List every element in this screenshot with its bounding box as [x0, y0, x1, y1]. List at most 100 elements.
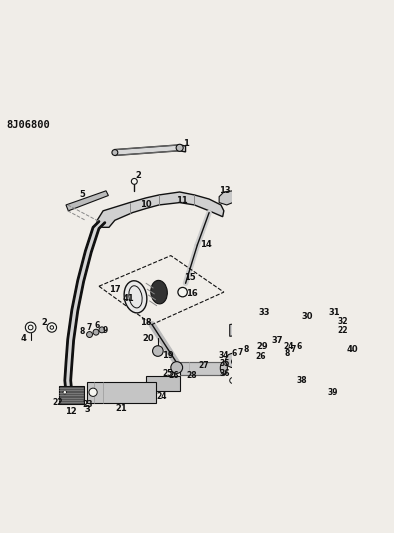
Circle shape: [290, 354, 296, 360]
Circle shape: [226, 353, 240, 368]
Ellipse shape: [220, 361, 227, 375]
Text: 9: 9: [102, 326, 108, 335]
Text: 17: 17: [109, 285, 121, 294]
Text: 41: 41: [123, 294, 134, 303]
Polygon shape: [219, 191, 236, 205]
Circle shape: [176, 144, 183, 151]
Circle shape: [338, 333, 340, 336]
Text: 36: 36: [220, 369, 230, 378]
Text: 22: 22: [52, 398, 63, 407]
Polygon shape: [230, 316, 300, 336]
Text: 22: 22: [338, 326, 348, 335]
Text: 6: 6: [95, 321, 100, 329]
Circle shape: [152, 346, 163, 357]
Text: 8: 8: [80, 327, 85, 335]
Circle shape: [336, 324, 342, 329]
Circle shape: [258, 348, 277, 366]
Circle shape: [324, 375, 333, 384]
Text: 6: 6: [232, 350, 237, 359]
Text: 24: 24: [283, 342, 294, 351]
Circle shape: [296, 352, 302, 358]
Text: 7: 7: [291, 345, 296, 354]
Polygon shape: [59, 386, 84, 404]
Text: 32: 32: [338, 317, 348, 326]
Text: 11: 11: [176, 196, 187, 205]
Circle shape: [87, 332, 93, 337]
Polygon shape: [323, 316, 340, 325]
Circle shape: [294, 365, 301, 372]
Text: 26: 26: [169, 372, 179, 380]
Polygon shape: [146, 376, 180, 391]
Text: 23: 23: [82, 400, 93, 409]
Circle shape: [61, 388, 69, 397]
Circle shape: [112, 150, 118, 156]
Polygon shape: [306, 320, 323, 329]
Text: 4: 4: [20, 334, 26, 343]
Text: 24: 24: [157, 392, 167, 401]
Text: 5: 5: [80, 190, 85, 199]
Polygon shape: [65, 221, 105, 392]
Circle shape: [99, 327, 105, 333]
Text: 3: 3: [84, 406, 90, 415]
Polygon shape: [335, 352, 352, 364]
Text: 20: 20: [143, 334, 154, 343]
Text: 18: 18: [140, 318, 152, 327]
Text: 25: 25: [163, 369, 173, 378]
Text: 29: 29: [256, 342, 268, 351]
Text: 21: 21: [115, 404, 126, 413]
Circle shape: [89, 388, 97, 397]
Text: 27: 27: [198, 361, 208, 370]
Text: 38: 38: [296, 376, 307, 385]
Circle shape: [50, 326, 54, 329]
Circle shape: [264, 353, 271, 360]
Circle shape: [47, 323, 57, 332]
Polygon shape: [115, 145, 186, 156]
Text: 33: 33: [258, 308, 269, 317]
Polygon shape: [276, 350, 295, 374]
Text: 19: 19: [162, 351, 174, 360]
Polygon shape: [230, 350, 336, 369]
Text: 15: 15: [184, 273, 195, 282]
Polygon shape: [87, 382, 156, 403]
Text: 12: 12: [65, 407, 77, 416]
Text: 34: 34: [219, 351, 229, 360]
Circle shape: [93, 329, 99, 335]
Circle shape: [25, 322, 36, 333]
Polygon shape: [97, 192, 224, 228]
Circle shape: [336, 332, 342, 337]
Circle shape: [230, 377, 236, 383]
Text: 10: 10: [140, 200, 152, 209]
Text: 16: 16: [186, 289, 197, 298]
Text: 39: 39: [327, 388, 338, 397]
Circle shape: [302, 349, 308, 355]
Text: 6: 6: [297, 342, 302, 351]
Text: 8: 8: [285, 350, 290, 359]
Text: 13: 13: [219, 187, 231, 195]
Text: 31: 31: [329, 308, 340, 317]
Text: 14: 14: [200, 240, 212, 249]
Text: 30: 30: [302, 312, 313, 321]
Polygon shape: [66, 191, 108, 211]
Text: 28: 28: [186, 372, 197, 380]
Ellipse shape: [151, 280, 167, 304]
Circle shape: [251, 359, 258, 366]
Polygon shape: [266, 344, 288, 350]
Polygon shape: [180, 361, 224, 375]
Circle shape: [238, 357, 243, 362]
Text: 1: 1: [182, 139, 188, 148]
Circle shape: [63, 391, 67, 394]
Circle shape: [232, 359, 238, 365]
Circle shape: [327, 377, 331, 381]
Text: 7: 7: [87, 323, 92, 332]
Text: 26: 26: [255, 352, 266, 361]
Circle shape: [243, 354, 249, 360]
Text: 37: 37: [271, 336, 282, 345]
Text: 8: 8: [243, 345, 249, 354]
Text: 2: 2: [136, 171, 141, 180]
Circle shape: [171, 361, 182, 374]
Circle shape: [131, 179, 137, 184]
Text: 35: 35: [220, 359, 230, 368]
Text: 40: 40: [346, 345, 358, 354]
Circle shape: [28, 325, 33, 330]
Ellipse shape: [124, 281, 147, 313]
